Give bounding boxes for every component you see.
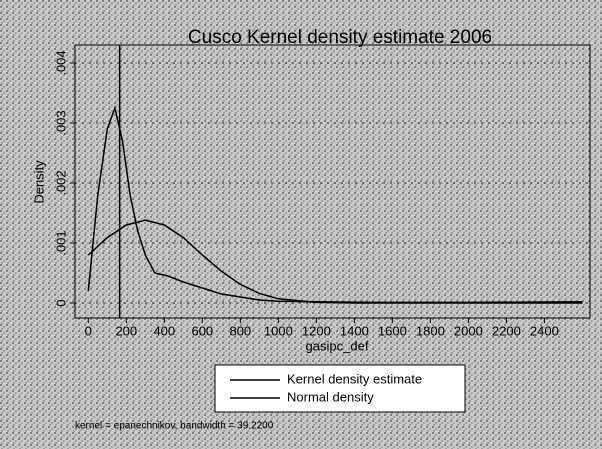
x-tick-label: 2200 [492,323,521,338]
x-tick-label: 0 [85,323,92,338]
y-tick-label: 0 [53,299,68,306]
x-tick-label: 1600 [378,323,407,338]
x-tick-label: 400 [153,323,175,338]
plot-area [74,44,591,319]
legend-label: Kernel density estimate [287,371,422,386]
legend [214,364,466,413]
x-tick-label: 2000 [454,323,483,338]
y-tick-label: .004 [53,50,68,75]
series-line [87,219,583,304]
y-axis-label: Density [31,160,46,204]
y-tick-label: .002 [53,170,68,195]
y-tick-label: .003 [53,110,68,135]
note: kernel = epanechnikov, bandwidth = 39.22… [75,421,274,432]
y-tick-label: .001 [53,230,68,255]
x-tick-label: 800 [229,323,251,338]
x-tick-label: 1200 [302,323,331,338]
x-tick-label: 600 [191,323,213,338]
x-tick-label: 2400 [530,323,559,338]
x-tick-label: 1000 [264,323,293,338]
legend-label: Normal density [287,389,374,404]
x-tick-label: 1400 [340,323,369,338]
chart-title: Cusco Kernel density estimate 2006 [188,27,492,48]
x-axis-label: gasipc_def [306,338,369,353]
x-tick-label: 200 [115,323,137,338]
x-tick-label: 1800 [416,323,445,338]
